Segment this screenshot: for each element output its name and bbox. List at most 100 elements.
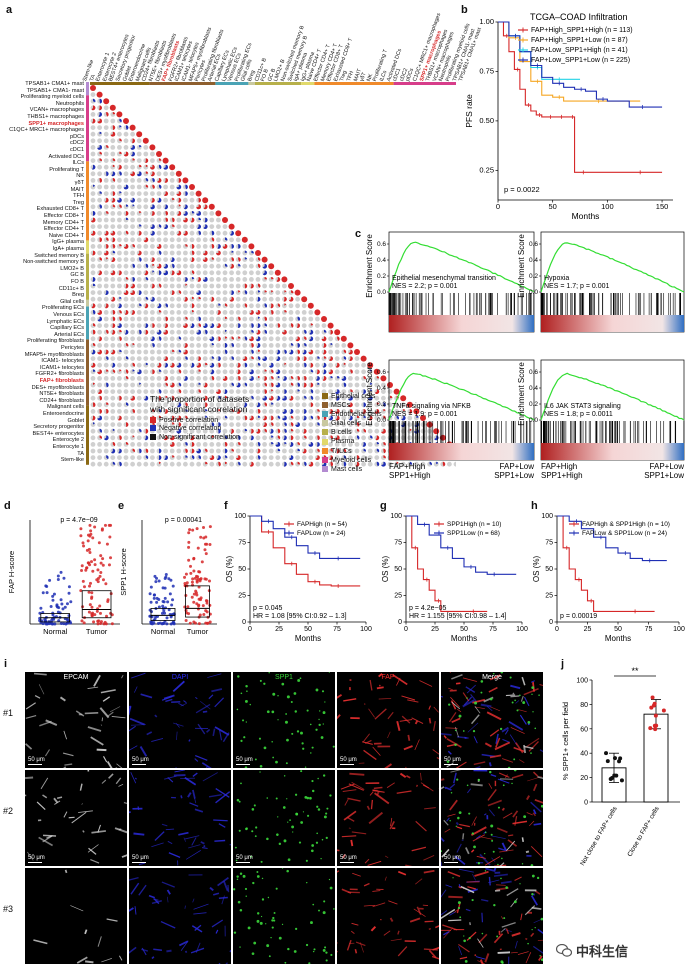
matrix-cell-wedge bbox=[258, 455, 261, 460]
matrix-cell-wedge bbox=[271, 435, 274, 438]
matrix-cell-wedge bbox=[152, 343, 155, 348]
matrix-cell bbox=[90, 448, 96, 454]
signal-streak bbox=[448, 919, 462, 922]
signal-streak bbox=[25, 776, 34, 780]
signal-streak bbox=[486, 711, 502, 721]
watermark-text: 中科生信 bbox=[576, 944, 629, 959]
signal-dot bbox=[484, 870, 487, 872]
matrix-cell bbox=[407, 422, 413, 427]
matrix-cell bbox=[130, 316, 135, 322]
gsea-stats: NES = 1.7; p = 0.001 bbox=[544, 283, 609, 290]
matrix-cell-wedge bbox=[136, 171, 142, 177]
matrix-cell-wedge bbox=[112, 244, 116, 249]
signal-streak bbox=[121, 854, 127, 858]
matrix-cell bbox=[249, 290, 254, 295]
signal-streak bbox=[447, 871, 461, 878]
matrix-cell bbox=[341, 442, 347, 447]
signal-streak bbox=[346, 939, 352, 951]
matrix-cell bbox=[163, 428, 168, 434]
matrix-cell bbox=[163, 184, 168, 190]
signal-streak bbox=[40, 777, 49, 790]
matrix-cell bbox=[110, 283, 116, 289]
matrix-cell-wedge bbox=[288, 455, 294, 461]
signal-dot bbox=[261, 877, 264, 880]
signal-dot bbox=[266, 797, 269, 799]
matrix-cell-wedge bbox=[225, 415, 228, 419]
matrix-cell-wedge bbox=[251, 329, 254, 333]
matrix-cell-wedge bbox=[225, 303, 228, 307]
matrix-cell-wedge bbox=[249, 369, 254, 375]
matrix-row-label: Glial cells bbox=[60, 298, 84, 305]
matrix-cell-wedge bbox=[277, 303, 281, 308]
matrix-cell-wedge bbox=[291, 343, 294, 346]
matrix-diagonal-dot bbox=[373, 368, 380, 375]
matrix-cell bbox=[97, 461, 102, 467]
matrix-cell-wedge bbox=[93, 184, 96, 187]
matrix-cell bbox=[130, 376, 135, 381]
matrix-cell bbox=[189, 409, 195, 414]
matrix-cell bbox=[103, 178, 109, 183]
matrix-cell bbox=[367, 376, 373, 381]
km-series-line bbox=[406, 515, 488, 612]
matrix-cell-wedge bbox=[119, 369, 122, 372]
matrix-cell bbox=[308, 448, 314, 454]
matrix-cell-wedge bbox=[297, 349, 300, 355]
matrix-cell bbox=[143, 151, 149, 157]
signal-streak bbox=[184, 835, 200, 840]
matrix-cell bbox=[176, 296, 182, 302]
matrix-row-label: Neutrophils bbox=[55, 100, 84, 107]
matrix-cell bbox=[143, 250, 149, 256]
data-point bbox=[162, 621, 166, 625]
signal-streak bbox=[443, 930, 450, 936]
signal-dot bbox=[477, 778, 481, 781]
data-point bbox=[96, 622, 100, 626]
matrix-cell bbox=[110, 455, 116, 460]
gsea-stats: NES = 1.8; p = 0.0011 bbox=[544, 411, 613, 418]
signal-streak bbox=[406, 775, 411, 779]
matrix-cell bbox=[156, 402, 162, 408]
data-point bbox=[202, 525, 206, 529]
km-series-line bbox=[557, 515, 655, 612]
matrix-cell bbox=[400, 461, 406, 467]
matrix-cell-wedge bbox=[132, 204, 135, 207]
signal-streak bbox=[512, 692, 515, 695]
matrix-cell-wedge bbox=[244, 382, 248, 387]
signal-streak bbox=[106, 918, 118, 922]
matrix-cell-wedge bbox=[308, 349, 314, 355]
signal-streak bbox=[453, 772, 457, 784]
signal-streak bbox=[533, 822, 542, 826]
matrix-cell-wedge bbox=[383, 455, 386, 459]
signal-streak bbox=[454, 726, 459, 738]
row-group-bar bbox=[86, 161, 89, 241]
axis-left-label-2: SPP1+High bbox=[389, 471, 431, 480]
signal-streak bbox=[495, 737, 501, 748]
matrix-cell-wedge bbox=[130, 145, 135, 150]
matrix-row-label: FO B bbox=[70, 279, 84, 285]
matrix-cell-wedge bbox=[111, 257, 116, 262]
legend-label: Negative correlation bbox=[159, 425, 222, 433]
panel-f-label: f bbox=[224, 500, 228, 512]
matrix-cell bbox=[328, 402, 333, 408]
signal-dot bbox=[310, 921, 313, 925]
signal-streak bbox=[223, 880, 229, 892]
matrix-cell bbox=[348, 448, 353, 454]
matrix-cell-wedge bbox=[416, 415, 419, 418]
signal-streak bbox=[202, 772, 218, 782]
signal-streak bbox=[364, 858, 370, 864]
matrix-cell-wedge bbox=[176, 230, 182, 236]
matrix-cell-wedge bbox=[256, 402, 261, 408]
data-point bbox=[105, 614, 109, 618]
matrix-cell bbox=[97, 343, 102, 348]
matrix-cell bbox=[209, 290, 215, 295]
matrix-cell-wedge bbox=[238, 290, 241, 293]
matrix-cell bbox=[216, 224, 221, 230]
matrix-cell-wedge bbox=[176, 362, 182, 368]
data-point bbox=[202, 613, 206, 617]
matrix-cell-wedge bbox=[258, 257, 261, 262]
data-point bbox=[208, 525, 212, 529]
matrix-diagonal-dot bbox=[354, 349, 360, 355]
y-tick-label: 0.2 bbox=[529, 401, 538, 408]
matrix-cell bbox=[130, 178, 135, 183]
matrix-cell bbox=[90, 151, 96, 157]
matrix-cell-wedge bbox=[317, 422, 320, 426]
